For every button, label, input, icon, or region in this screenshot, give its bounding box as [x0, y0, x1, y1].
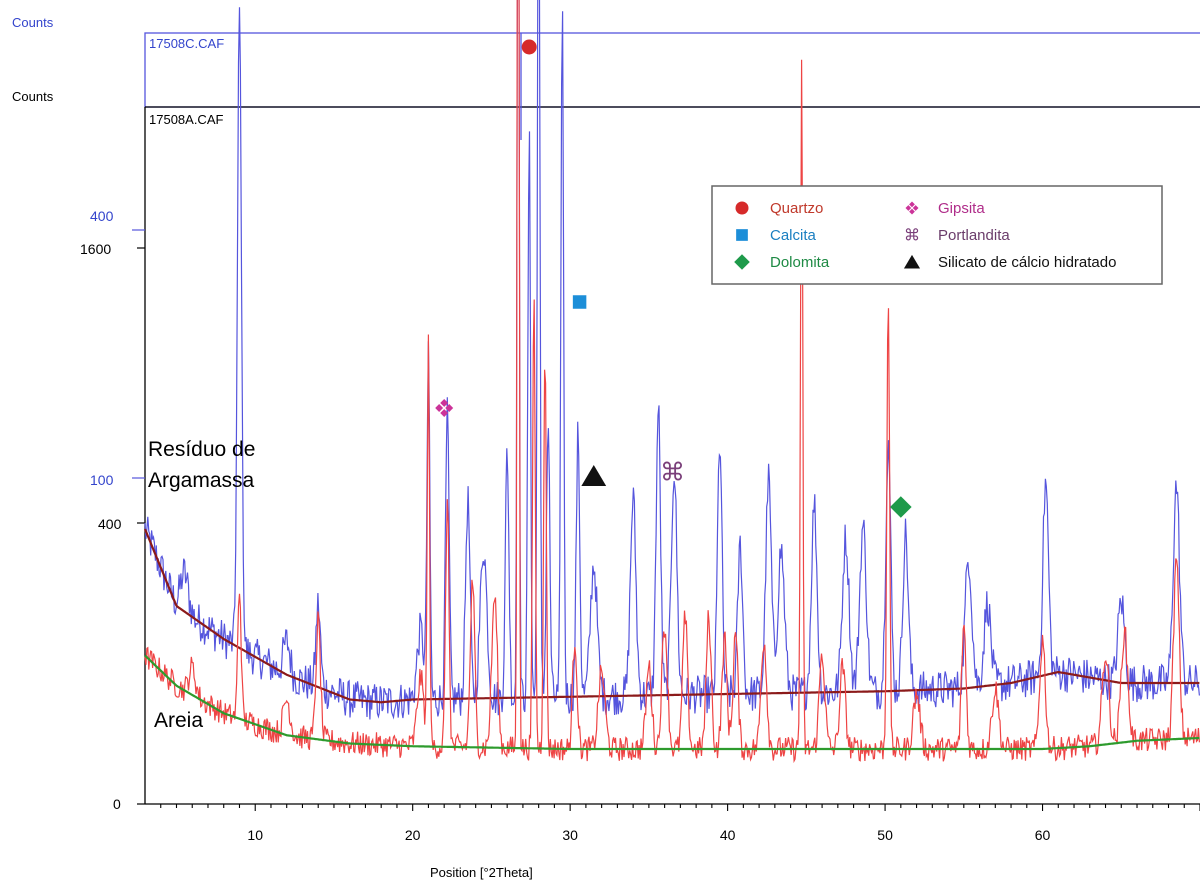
residuo-label-line2: Argamassa — [148, 469, 255, 492]
diamond-symbol-icon — [890, 496, 912, 518]
areia-label: Areia — [154, 709, 203, 732]
y-tick-label-1600: 1600 — [80, 241, 111, 257]
x-tick-label: 20 — [405, 827, 421, 843]
svg-text:⌘: ⌘ — [904, 225, 920, 244]
svg-text:⌘: ⌘ — [660, 457, 685, 486]
legend-item: Quartzo — [735, 200, 823, 217]
y-tick-label-0: 0 — [113, 796, 121, 812]
legend-item-label: Silicato de cálcio hidratado — [938, 254, 1116, 271]
y-ticks-blue: 400 100 — [90, 208, 145, 488]
residuo-baseline-line — [143, 528, 1200, 704]
triangle-symbol-icon — [581, 465, 607, 486]
square-symbol-icon — [736, 229, 748, 241]
y-ticks-black: 1600 400 0 — [80, 241, 145, 812]
legend-item: Gipsita — [905, 200, 985, 217]
square-symbol-icon — [572, 295, 587, 309]
x-tick-label: 40 — [720, 827, 736, 843]
legend-items: Quartzo Calcita Dolomita Gipsita ⌘ Portlandit… — [734, 200, 1116, 271]
residuo-profile-line — [144, 0, 1200, 720]
legend-item: Calcita — [736, 227, 817, 244]
quad-symbol-icon — [435, 399, 454, 417]
legend-item-label: Gipsita — [938, 200, 985, 217]
top-scan-frame — [144, 32, 1200, 108]
legend-item: ⌘ Portlandita — [904, 225, 1010, 244]
inner-counts-label: Counts — [12, 89, 54, 104]
y-tick-label-400: 400 — [98, 516, 122, 532]
x-tick-label: 60 — [1035, 827, 1051, 843]
x-tick-label: 10 — [247, 827, 263, 843]
x-tick-label: 50 — [877, 827, 893, 843]
legend-item-label: Calcita — [770, 227, 817, 244]
command-symbol-icon: ⌘ — [660, 457, 685, 486]
circle-symbol-icon — [521, 39, 537, 55]
y-tick-label-blue-100: 100 — [90, 472, 114, 488]
outer-counts-label: Counts — [12, 15, 54, 30]
legend-item: Dolomita — [734, 254, 830, 271]
x-ticks: 10 20 30 40 50 60 — [160, 804, 1200, 843]
areia-baseline-line — [144, 654, 1200, 751]
quad-symbol-icon — [905, 201, 919, 215]
x-axis-title: Position [°2Theta] — [430, 865, 533, 880]
legend-item-label: Portlandita — [938, 227, 1010, 244]
x-tick-label: 30 — [562, 827, 578, 843]
diamond-symbol-icon — [734, 254, 750, 270]
legend: Quartzo Calcita Dolomita Gipsita ⌘ Portlandit… — [711, 185, 1163, 285]
phase-markers: ⌘ — [435, 39, 912, 518]
y-tick-label-blue-400: 400 — [90, 208, 114, 224]
bottom-file-label: 17508A.CAF — [149, 112, 223, 127]
command-symbol-icon: ⌘ — [904, 225, 920, 244]
residuo-label-line1: Resíduo de — [148, 438, 255, 461]
top-file-label: 17508C.CAF — [149, 36, 224, 51]
legend-item: Silicato de cálcio hidratado — [903, 254, 1116, 271]
legend-box — [711, 185, 1163, 285]
circle-symbol-icon — [735, 201, 749, 215]
legend-item-label: Dolomita — [770, 254, 830, 271]
legend-item-label: Quartzo — [770, 200, 823, 217]
triangle-symbol-icon — [903, 254, 921, 269]
